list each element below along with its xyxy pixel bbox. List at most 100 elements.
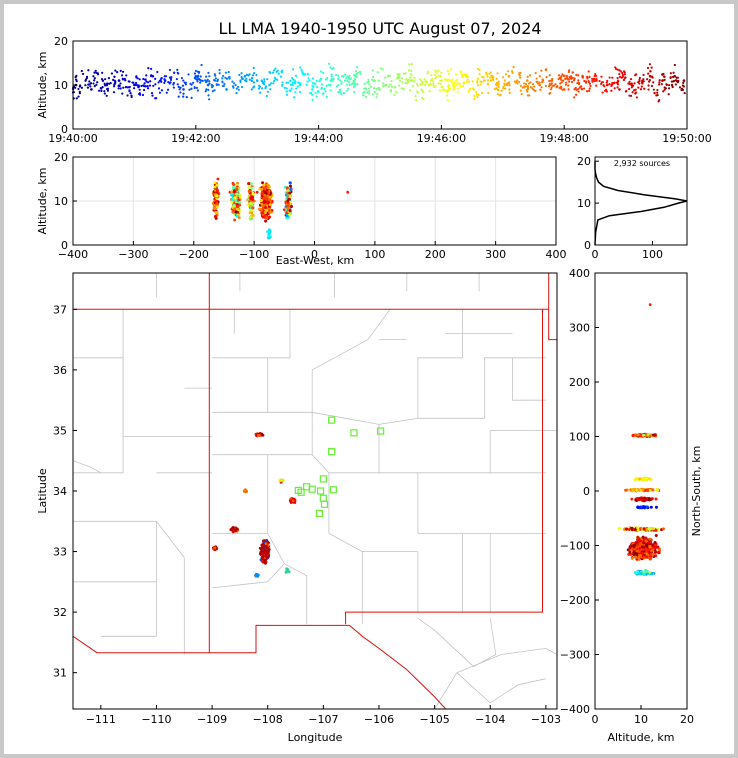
county-boundary: [311, 454, 363, 625]
time-altitude-point: [528, 74, 532, 77]
time-altitude-point: [531, 82, 535, 86]
north-south-point: [636, 505, 640, 509]
time-altitude-point: [464, 74, 467, 77]
time-altitude-point: [445, 90, 449, 93]
time-altitude-point: [103, 84, 107, 87]
east-west-point: [260, 211, 264, 215]
time-altitude-point: [331, 79, 334, 83]
time-altitude-point: [573, 77, 576, 80]
time-altitude-point: [154, 83, 157, 86]
north-south-point: [648, 571, 652, 575]
time-altitude-point: [494, 82, 498, 86]
time-altitude-point: [107, 77, 111, 80]
east-west-point: [286, 206, 290, 210]
time-altitude-point: [586, 75, 589, 78]
north-south-point: [653, 433, 657, 437]
plan-view-point: [258, 546, 262, 550]
time-altitude-point: [275, 70, 278, 73]
time-altitude-point: [178, 88, 181, 91]
time-altitude-point: [190, 83, 193, 86]
time-altitude-point: [467, 90, 470, 93]
time-altitude-point: [396, 73, 399, 76]
time-altitude-point: [190, 87, 193, 90]
time-altitude-point: [169, 81, 172, 84]
time-altitude-panel: 19:40:00 19:42:00 19:44:00 19:46:00 19:48:00…: [36, 35, 712, 145]
time-altitude-point: [80, 69, 83, 73]
time-altitude-point: [459, 85, 462, 88]
time-altitude-point: [569, 75, 573, 78]
north-south-point: [648, 434, 652, 438]
time-altitude-point: [582, 87, 586, 90]
time-altitude-point: [129, 92, 132, 95]
time-altitude-point: [673, 63, 676, 67]
time-altitude-point: [245, 77, 248, 80]
north-south-point: [654, 534, 658, 538]
time-altitude-point: [214, 77, 217, 80]
plan-view-point: [264, 552, 268, 555]
time-altitude-point: [628, 94, 631, 97]
time-altitude-point: [325, 95, 328, 98]
time-altitude-point: [119, 82, 122, 85]
time-altitude-point: [507, 75, 510, 78]
time-altitude-point: [476, 77, 479, 80]
county-boundary: [417, 430, 546, 474]
time-altitude-point: [376, 93, 379, 96]
county-boundary: [73, 357, 124, 474]
north-south-point: [651, 543, 655, 547]
time-altitude-point: [125, 74, 128, 77]
time-altitude-point: [176, 83, 179, 86]
time-altitude-point: [315, 95, 318, 98]
time-altitude-point: [411, 85, 414, 88]
plan-view-point: [259, 550, 263, 554]
time-altitude-point: [649, 70, 652, 73]
north-south-point: [634, 433, 638, 437]
time-altitude-point: [560, 81, 563, 84]
north-south-point: [628, 545, 632, 549]
time-altitude-point: [476, 67, 480, 71]
east-west-point: [232, 190, 236, 194]
plan-view-point: [260, 559, 264, 563]
time-altitude-point: [214, 79, 217, 82]
time-altitude-point: [573, 96, 576, 99]
time-altitude-point: [128, 85, 131, 89]
east-west-point: [230, 193, 234, 197]
north-south-point: [654, 528, 658, 532]
time-altitude-point: [616, 83, 620, 86]
time-altitude-point: [298, 90, 302, 94]
north-south-point: [650, 497, 654, 501]
time-altitude-point: [508, 88, 511, 91]
time-altitude-point: [112, 85, 116, 88]
time-altitude-point: [518, 74, 521, 77]
lma-stations: [294, 416, 385, 518]
state-boundary: [345, 309, 543, 625]
time-altitude-point: [121, 77, 124, 80]
time-altitude-point: [326, 76, 329, 80]
time-altitude-point: [653, 91, 656, 95]
state-boundaries: [73, 273, 557, 709]
north-south-point: [631, 548, 635, 552]
time-altitude-point: [408, 89, 412, 92]
time-altitude-point: [205, 75, 208, 78]
time-altitude-point: [177, 95, 180, 98]
north-south-point: [631, 434, 635, 438]
time-altitude-point: [526, 85, 530, 88]
time-altitude-point: [122, 86, 125, 89]
time-altitude-point: [121, 92, 124, 95]
time-altitude-point: [611, 81, 614, 84]
east-west-xlabel: East-West, km: [276, 254, 354, 267]
time-altitude-point: [588, 75, 591, 78]
time-altitude-point: [550, 86, 553, 89]
time-altitude-point: [319, 70, 323, 73]
east-west-point: [261, 192, 265, 196]
time-altitude-point: [407, 69, 411, 72]
east-west-point: [232, 183, 236, 187]
time-altitude-point: [200, 63, 203, 67]
time-altitude-point: [669, 72, 672, 75]
time-altitude-point: [374, 79, 377, 82]
time-altitude-point: [674, 79, 678, 82]
time-altitude-point: [600, 81, 603, 84]
altitude-tick-label: 10: [634, 713, 648, 726]
time-altitude-point: [663, 88, 666, 91]
time-altitude-point: [243, 74, 247, 78]
county-boundary: [73, 460, 101, 474]
